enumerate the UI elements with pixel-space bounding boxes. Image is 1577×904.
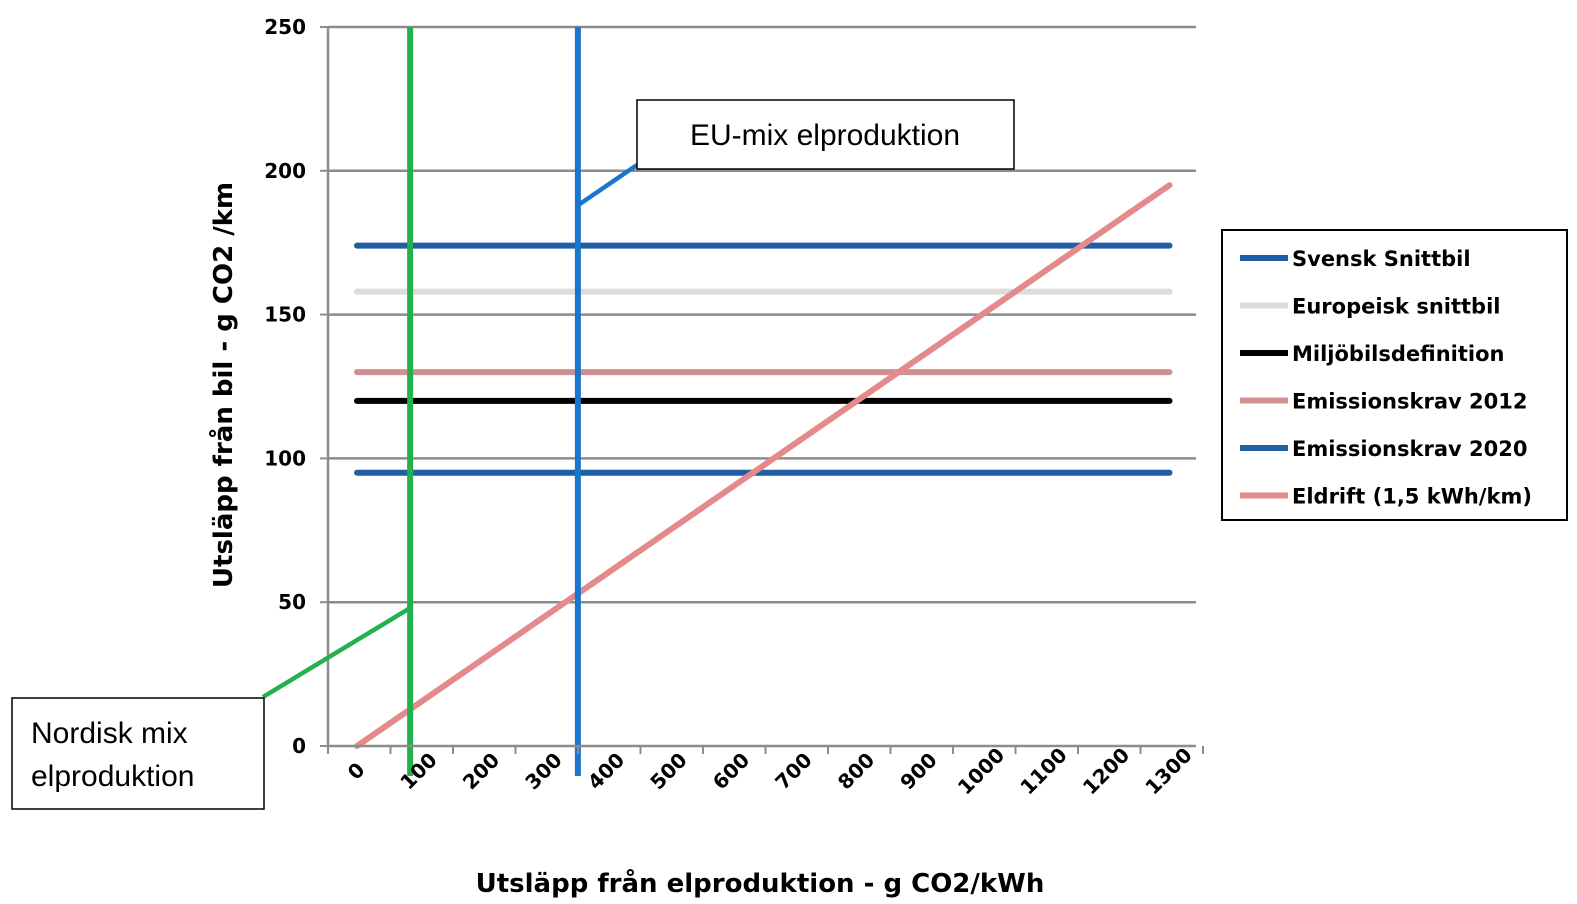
y-tick-label: 150 [264, 303, 306, 327]
callout-box-2 [636, 99, 1015, 170]
legend-box [1221, 229, 1568, 521]
x-tick-label: 600 [708, 748, 754, 794]
y-axis-title: Utsläpp från bil - g CO2 /km [207, 182, 239, 588]
axes [320, 26, 1204, 754]
callout-label-1: elproduktion [31, 760, 194, 793]
x-tick-label: 0 [343, 758, 370, 785]
series-layer [354, 182, 1173, 749]
x-tick-label: 100 [395, 748, 441, 794]
x-tick-label: 200 [458, 748, 504, 794]
x-tick-label: 900 [895, 748, 941, 794]
x-tick-label: 300 [520, 748, 566, 794]
y-tick-label: 200 [264, 159, 306, 183]
series-line-6 [354, 182, 1173, 749]
legend-label: Svensk Snittbil [1292, 247, 1471, 271]
callout-box-1 [11, 697, 265, 810]
reference-lines [407, 27, 581, 776]
callouts: Nordisk mix elproduktion EU-mix elprodukti… [11, 99, 1015, 810]
grid [328, 25, 1196, 604]
x-tick-label: 1300 [1140, 743, 1196, 799]
y-tick-label: 0 [292, 734, 306, 758]
x-tick-label: 800 [833, 748, 879, 794]
legend-label: Europeisk snittbil [1292, 295, 1500, 319]
x-tick-label: 500 [645, 748, 691, 794]
y-tick-label: 100 [264, 446, 306, 470]
x-tick-label: 1000 [953, 743, 1009, 799]
x-tick-label: 700 [770, 748, 816, 794]
x-axis-title: Utsläpp från elproduktion - g CO2/kWh [476, 867, 1045, 899]
x-tick-label: 1100 [1015, 743, 1071, 799]
legend: Svensk Snittbil Europeisk snittbil Miljöbi… [1221, 229, 1568, 521]
callout-leader-2 [576, 163, 639, 208]
y-tick-label: 250 [264, 15, 306, 39]
legend-label: Emissionskrav 2012 [1292, 390, 1527, 414]
callout-label-2: EU-mix elproduktion [690, 119, 960, 152]
legend-label: Miljöbilsdefinition [1292, 342, 1504, 366]
x-tick-label: 400 [583, 748, 629, 794]
legend-label: Eldrift (1,5 kWh/km) [1292, 485, 1532, 509]
legend-label: Emissionskrav 2020 [1292, 437, 1527, 461]
x-tick-label: 1200 [1078, 743, 1134, 799]
y-tick-label: 50 [278, 590, 306, 614]
callout-leader-1 [261, 606, 412, 699]
callout-label-1: Nordisk mix [31, 717, 188, 750]
